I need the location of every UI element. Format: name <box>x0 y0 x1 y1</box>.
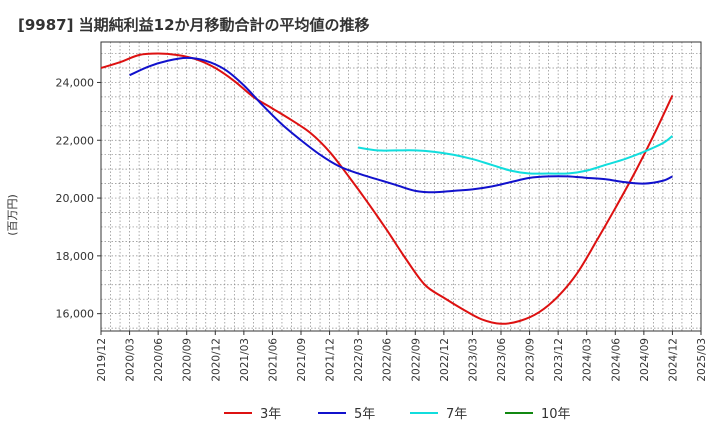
legend-label: 3年 <box>260 407 281 422</box>
x-tick-label: 2023/12 <box>553 338 565 382</box>
legend-item-3: 7年 <box>410 407 467 422</box>
series-line-1 <box>100 52 674 325</box>
x-tick-label: 2020/03 <box>125 338 137 382</box>
x-tick-label: 2022/06 <box>382 338 394 382</box>
x-tick-label: 2022/03 <box>353 338 365 382</box>
x-tick-label: 2021/12 <box>325 338 337 382</box>
y-axis-label: (百万円) <box>6 194 19 236</box>
x-tick-label: 2024/03 <box>582 338 594 382</box>
y-tick-label: 22,000 <box>56 134 95 147</box>
x-tick-label: 2024/09 <box>639 338 651 382</box>
x-tick-label: 2020/06 <box>153 338 165 382</box>
x-tick-label: 2023/03 <box>467 338 479 382</box>
x-tick-label: 2021/06 <box>267 338 279 382</box>
series-line-2 <box>129 56 673 194</box>
series-line-3 <box>357 135 674 175</box>
legend-label: 5年 <box>354 407 375 422</box>
legend-item-2: 5年 <box>318 407 375 422</box>
x-tick-label: 2019/12 <box>96 338 108 382</box>
x-tick-label: 2022/12 <box>439 338 451 382</box>
legend-label: 7年 <box>446 407 467 422</box>
plot-frame <box>100 41 702 332</box>
x-tick-label: 2024/06 <box>610 338 622 382</box>
y-tick-label: 18,000 <box>56 250 95 263</box>
x-tick-label: 2023/09 <box>525 338 537 382</box>
x-tick-label: 2022/09 <box>410 338 422 382</box>
legend-item-4: 10年 <box>505 407 571 422</box>
x-tick-label: 2021/09 <box>296 338 308 382</box>
x-tick-label: 2020/09 <box>182 338 194 382</box>
x-tick-label: 2024/12 <box>667 338 679 382</box>
chart-title: [9987] 当期純利益12か月移動合計の平均値の推移 <box>18 16 370 34</box>
legend-label: 10年 <box>541 407 571 422</box>
x-tick-label: 2025/03 <box>696 338 708 382</box>
legend-item-1: 3年 <box>224 407 281 422</box>
x-tick-label: 2023/06 <box>496 338 508 382</box>
x-tick-label: 2021/03 <box>239 338 251 382</box>
y-tick-label: 20,000 <box>56 192 95 205</box>
y-tick-label: 16,000 <box>56 308 95 321</box>
y-tick-label: 24,000 <box>56 76 95 89</box>
x-tick-label: 2020/12 <box>210 338 222 382</box>
